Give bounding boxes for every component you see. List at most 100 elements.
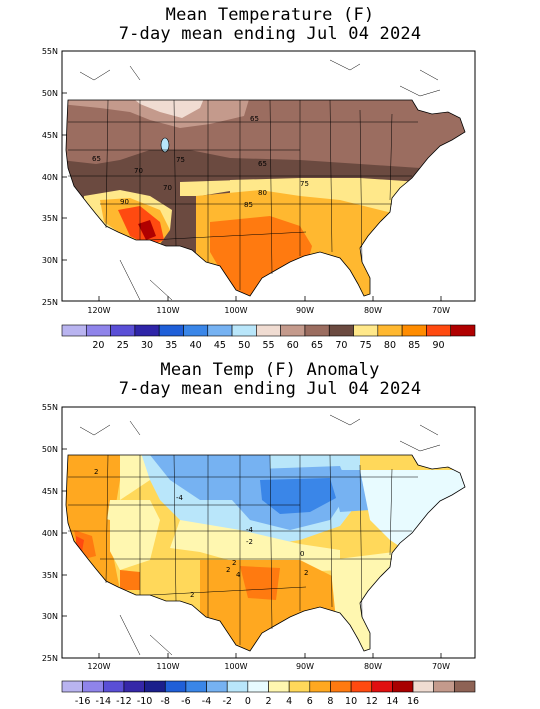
contour-label: -2 [246, 538, 253, 546]
legend-label: 20 [92, 340, 104, 351]
legend-swatch [433, 680, 455, 693]
temp-map-axes: 55N 50N 45N 40N 35N 30N 25N 120W 110W 10… [42, 47, 450, 315]
lat-tick-label: 25N [42, 654, 58, 663]
lat-tick-label: 30N [42, 612, 58, 621]
legend-swatch [61, 324, 87, 337]
legend-swatch [256, 324, 281, 337]
legend-label: 30 [141, 340, 153, 351]
legend-label: -2 [222, 696, 231, 707]
legend-label: 80 [384, 340, 396, 351]
contour-label: 65 [92, 155, 101, 163]
lat-tick-label: 45N [42, 131, 58, 140]
legend-label: 14 [386, 696, 398, 707]
contour-label: 65 [250, 115, 259, 123]
legend-swatch [207, 324, 233, 337]
legend-label: -6 [181, 696, 190, 707]
lat-tick-label: 30N [42, 256, 58, 265]
legend-label: 65 [311, 340, 323, 351]
legend-swatch [392, 680, 414, 693]
legend-label: 75 [360, 340, 372, 351]
legend-swatch [353, 324, 379, 337]
legend-label: 4 [286, 696, 292, 707]
temp-legend-swatches [61, 324, 476, 337]
legend-label: 60 [287, 340, 299, 351]
legend-swatch [144, 680, 166, 693]
legend-label: 85 [408, 340, 420, 351]
legend-label: 12 [366, 696, 378, 707]
legend-label: -16 [75, 696, 91, 707]
lat-tick-label: 25N [42, 298, 58, 307]
legend-label: 40 [190, 340, 202, 351]
legend-swatch [82, 680, 104, 693]
anomaly-contour-labels: 2 -4 -4 -2 0 2 4 2 2 2 [94, 468, 308, 599]
contour-label: 85 [244, 201, 253, 209]
lon-tick-label: 110W [156, 662, 179, 671]
legend-swatch [330, 680, 352, 693]
legend-swatch [231, 324, 257, 337]
lat-tick-label: 55N [42, 47, 58, 56]
anomaly-color-legend: -16 -14 -12 -10 -8 -6 -4 -2 0 2 4 6 8 10 12 14 16 [61, 680, 476, 707]
contour-label: 0 [300, 550, 304, 558]
legend-label: -8 [161, 696, 170, 707]
lon-tick-label: 120W [87, 306, 110, 315]
lon-tick-label: 70W [432, 306, 450, 315]
contour-label: 2 [304, 569, 308, 577]
contour-label: 90 [120, 198, 129, 206]
lon-tick-label: 90W [296, 306, 314, 315]
legend-swatch [450, 324, 476, 337]
legend-label: -10 [137, 696, 153, 707]
legend-swatch [164, 680, 187, 693]
lat-tick-label: 50N [42, 89, 58, 98]
lon-tick-label: 80W [364, 306, 382, 315]
contour-label: 2 [232, 559, 236, 567]
legend-swatch [183, 324, 209, 337]
lat-tick-label: 40N [42, 173, 58, 182]
contour-label: 2 [94, 468, 98, 476]
legend-swatch [206, 680, 228, 693]
legend-label: 8 [327, 696, 333, 707]
contour-label: 2 [226, 566, 230, 574]
legend-swatch [110, 324, 136, 337]
lon-tick-label: 120W [87, 662, 110, 671]
legend-swatch [454, 680, 476, 693]
legend-swatch [280, 324, 306, 337]
legend-label: 6 [307, 696, 313, 707]
temp-contour-labels: 65 65 70 75 65 70 80 75 90 85 [92, 115, 309, 209]
anomaly-legend-swatches [61, 680, 476, 693]
contour-label: 75 [300, 180, 309, 188]
legend-swatch [304, 324, 330, 337]
legend-swatch [134, 324, 160, 337]
legend-swatch [268, 680, 290, 693]
lon-tick-label: 110W [156, 306, 179, 315]
lat-tick-label: 45N [42, 487, 58, 496]
contour-label: 75 [176, 156, 185, 164]
mean-temperature-map: 55N 50N 45N 40N 35N 30N 25N 120W 110W 10… [42, 47, 476, 315]
contour-label: 2 [190, 591, 194, 599]
legend-swatch [401, 324, 427, 337]
lon-tick-label: 70W [432, 662, 450, 671]
legend-label: 25 [117, 340, 129, 351]
legend-swatch [185, 680, 207, 693]
legend-label: 90 [433, 340, 445, 351]
legend-swatch [123, 680, 145, 693]
lat-tick-label: 50N [42, 445, 58, 454]
contour-label: 70 [163, 184, 172, 192]
legend-swatch [328, 324, 354, 337]
legend-swatch [247, 680, 269, 693]
lat-tick-label: 55N [42, 403, 58, 412]
temp-map-subtitle: 7-day mean ending Jul 04 2024 [118, 24, 422, 44]
legend-label: 2 [265, 696, 271, 707]
legend-swatch [309, 680, 331, 693]
contour-label: 65 [258, 160, 267, 168]
legend-label: -14 [96, 696, 112, 707]
lon-tick-label: 80W [364, 662, 382, 671]
legend-label: 70 [335, 340, 347, 351]
legend-label: -4 [202, 696, 211, 707]
legend-swatch [158, 324, 184, 337]
temp-legend-labels: 20 25 30 35 40 45 50 55 60 65 70 75 80 85 90 [92, 340, 444, 351]
temp-color-legend: 20 25 30 35 40 45 50 55 60 65 70 75 80 85 90 [61, 324, 476, 351]
temp-map-title: Mean Temperature (F) [165, 5, 375, 25]
anomaly-legend-labels: -16 -14 -12 -10 -8 -6 -4 -2 0 2 4 6 8 10 12 14 16 [75, 696, 419, 707]
legend-label: -12 [116, 696, 132, 707]
anomaly-map-axes: 55N 50N 45N 40N 35N 30N 25N 120W 110W 10… [42, 403, 450, 671]
